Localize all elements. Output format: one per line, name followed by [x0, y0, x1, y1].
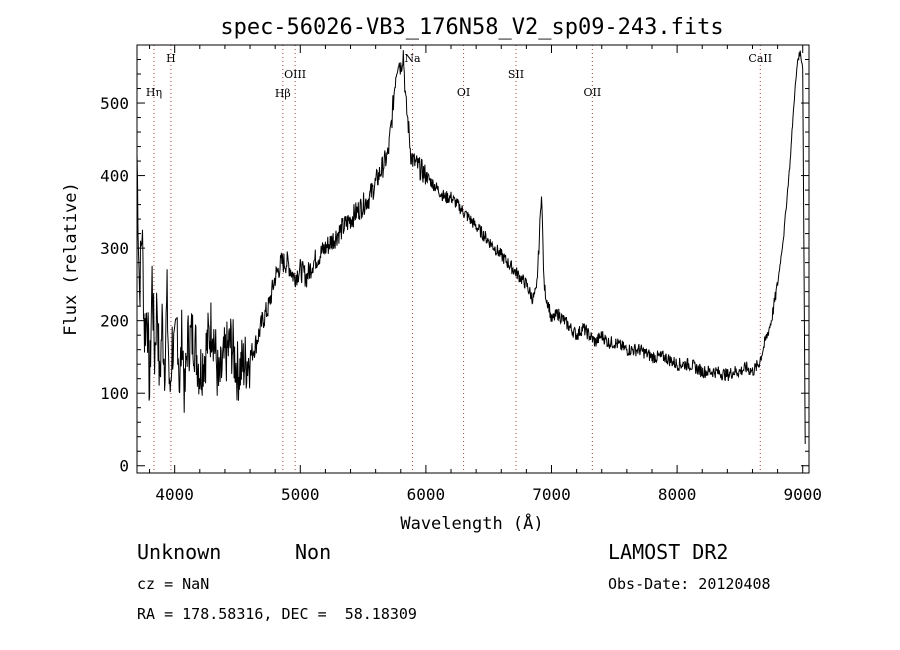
survey-label: LAMOST DR2: [608, 540, 729, 564]
spectral-line-label: OI: [457, 86, 470, 99]
y-tick-label: 200: [100, 312, 129, 331]
spectral-line-label: OII: [583, 86, 601, 99]
x-tick-label: 6000: [407, 485, 446, 504]
x-tick-label: 7000: [532, 485, 571, 504]
x-axis-label: Wavelength (Å): [400, 512, 543, 534]
plot-frame: [136, 44, 810, 474]
spectral-line-label: Hβ: [275, 87, 291, 100]
y-axis-label: Flux (relative): [61, 182, 81, 336]
chart-title: spec-56026-VB3_176N58_V2_sp09-243.fits: [220, 15, 723, 40]
x-tick-label: 8000: [658, 485, 697, 504]
x-tick-label: 5000: [281, 485, 320, 504]
spectral-line-label: CaII: [748, 52, 772, 65]
y-tick-label: 500: [100, 94, 129, 113]
y-tick-label: 100: [100, 384, 129, 403]
cz-label: cz = NaN: [137, 575, 210, 593]
y-tick-label: 0: [119, 457, 129, 476]
spectral-line-label: Hη: [146, 86, 162, 99]
spectral-line-label: OIII: [284, 68, 306, 81]
spectral-line-label: H: [166, 52, 176, 65]
axis-ticks: 4000 5000 6000 7000 8000 9000 0 100 200 300 400 500: [100, 45, 822, 504]
spectral-line-markers: Hη H Hβ OIII Na OI SII OII CaII: [146, 45, 772, 473]
y-tick-label: 300: [100, 239, 129, 258]
spectrum-series: [136, 50, 806, 445]
spectrum-line: [136, 50, 806, 445]
x-tick-label: 9000: [783, 485, 822, 504]
spectral-line-label: SII: [508, 68, 524, 81]
class-label-left: Unknown: [137, 540, 222, 564]
coords-label: RA = 178.58316, DEC = 58.18309: [137, 605, 417, 623]
y-tick-label: 400: [100, 167, 129, 186]
obs-date-label: Obs-Date: 20120408: [608, 575, 771, 593]
x-tick-label: 4000: [155, 485, 194, 504]
spectral-line-label: Na: [404, 52, 421, 65]
class-label-right: Non: [295, 540, 332, 564]
